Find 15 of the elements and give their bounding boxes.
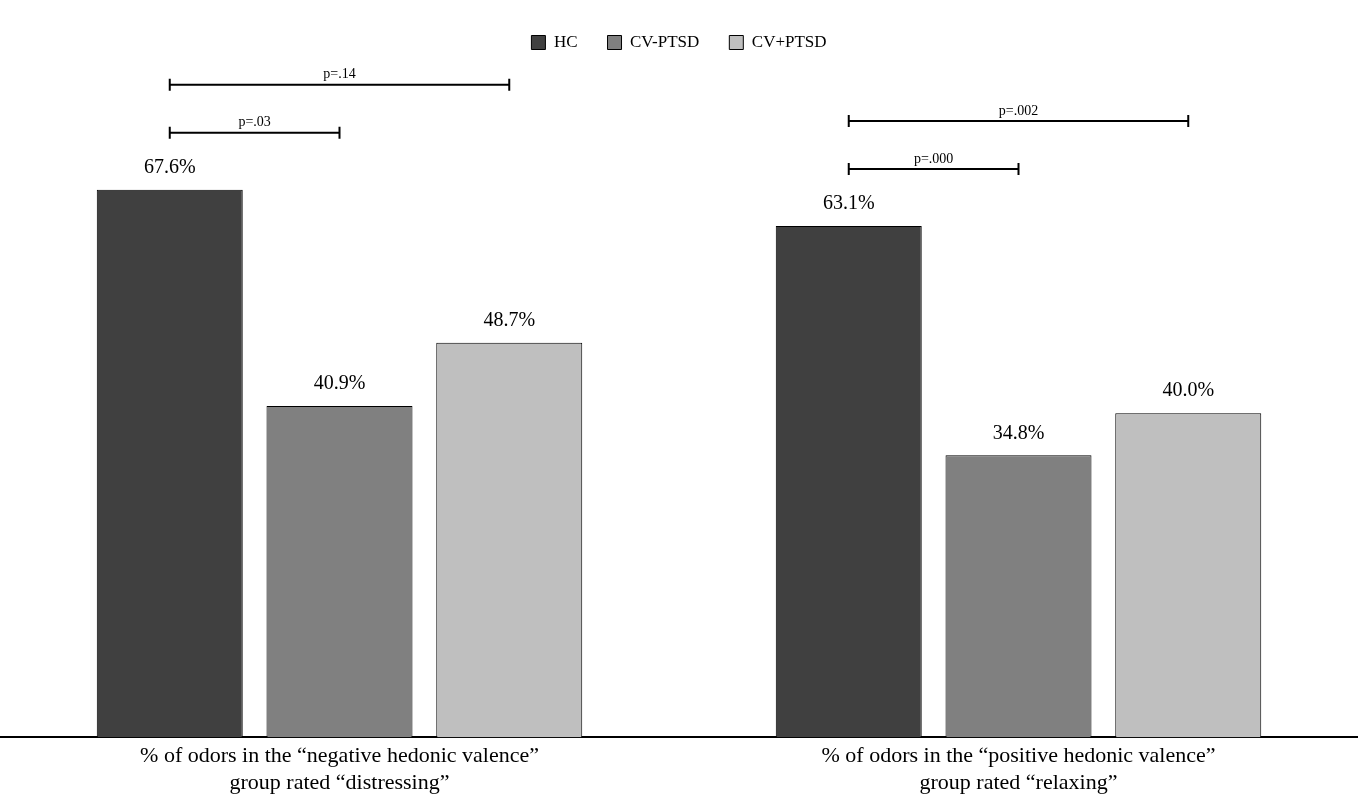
- data-label: 34.8%: [992, 420, 1045, 443]
- x-tick-label: % of odors in the “positive hedonic valence” group rated “relaxing”: [821, 742, 1216, 794]
- text: p=.000: [913, 150, 954, 166]
- data-label: 40.9%: [313, 371, 366, 394]
- data-label: 63.1%: [822, 191, 875, 214]
- text: p=.03: [238, 114, 271, 130]
- data-label: 48.7%: [483, 308, 536, 330]
- data-label: 40.0%: [1162, 378, 1215, 401]
- text: p=.002: [998, 102, 1039, 118]
- data-label: 67.6%: [143, 154, 196, 177]
- legend-label: CV-PTSD: [630, 31, 700, 51]
- legend-label: CV+PTSD: [751, 31, 827, 51]
- text: p=.14: [323, 66, 356, 82]
- legend-label: HC: [553, 31, 578, 51]
- x-tick-label: % of odors in the “negative hedonic valence” group rated “distressing”: [140, 742, 539, 794]
